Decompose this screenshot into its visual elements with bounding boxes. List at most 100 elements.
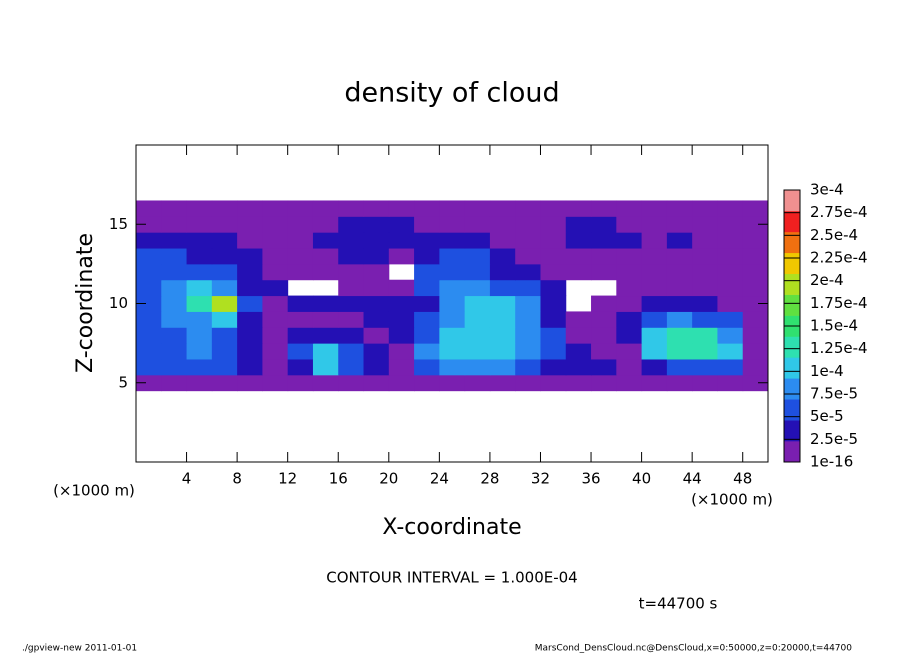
cell xyxy=(692,200,718,217)
cell xyxy=(565,200,592,217)
x-tick-label: 32 xyxy=(531,470,550,488)
x-tick-label: 48 xyxy=(733,470,752,488)
cell xyxy=(161,232,188,249)
cell xyxy=(338,343,365,360)
cell xyxy=(414,295,440,312)
cell xyxy=(161,295,188,312)
cell xyxy=(464,343,491,360)
cell xyxy=(464,263,491,281)
cell xyxy=(186,343,213,360)
cell xyxy=(717,248,744,265)
cell xyxy=(666,232,693,249)
cell xyxy=(338,216,365,233)
cell xyxy=(338,311,365,328)
cell xyxy=(540,232,567,249)
cell xyxy=(565,263,592,281)
cell xyxy=(717,216,744,233)
cell xyxy=(641,374,668,392)
cell xyxy=(186,311,213,328)
cell xyxy=(742,358,769,376)
x-tick-label: 16 xyxy=(329,470,348,488)
cell xyxy=(312,358,339,376)
cell xyxy=(136,279,162,297)
cell xyxy=(540,327,567,344)
cell xyxy=(515,311,541,328)
colorbar-label: 3e-4 xyxy=(810,181,844,199)
cell xyxy=(262,343,289,360)
cell xyxy=(414,200,440,217)
cell xyxy=(262,216,289,233)
cell xyxy=(692,358,718,376)
cell xyxy=(515,279,541,297)
cell xyxy=(363,374,390,392)
cell xyxy=(591,327,617,344)
cell xyxy=(717,200,744,217)
cell xyxy=(717,358,744,376)
cell xyxy=(565,232,592,249)
x-tick-label: 40 xyxy=(632,470,651,488)
cell xyxy=(211,248,238,265)
cell xyxy=(540,295,567,312)
cell xyxy=(363,232,390,249)
cell xyxy=(717,279,744,297)
cell xyxy=(540,216,567,233)
cell xyxy=(464,295,491,312)
cell xyxy=(136,200,162,217)
cell xyxy=(338,263,365,281)
cell xyxy=(262,374,289,392)
cell xyxy=(211,343,238,360)
cell xyxy=(692,232,718,249)
cell xyxy=(540,311,567,328)
cell xyxy=(186,232,213,249)
cell xyxy=(591,263,617,281)
cell xyxy=(616,216,643,233)
cell xyxy=(262,232,289,249)
cell xyxy=(565,216,592,233)
y-unit-label: (×1000 m) xyxy=(53,482,135,500)
cell xyxy=(237,263,263,281)
cell xyxy=(312,295,339,312)
cell xyxy=(414,327,440,344)
cell xyxy=(363,311,390,328)
colorbar-label: 1e-16 xyxy=(810,453,853,471)
cell xyxy=(161,343,188,360)
cell xyxy=(742,311,769,328)
cell xyxy=(616,358,643,376)
cell xyxy=(464,279,491,297)
cell xyxy=(515,200,541,217)
cell xyxy=(363,200,390,217)
cell xyxy=(540,279,567,297)
cell xyxy=(591,343,617,360)
cell xyxy=(363,343,390,360)
cell xyxy=(312,311,339,328)
cell xyxy=(616,374,643,392)
cell xyxy=(641,279,668,297)
cell xyxy=(363,216,390,233)
cell xyxy=(287,263,314,281)
x-unit-label: (×1000 m) xyxy=(691,491,773,509)
cell xyxy=(515,327,541,344)
cell xyxy=(666,248,693,265)
cell xyxy=(414,216,440,233)
cell xyxy=(237,279,263,297)
cell xyxy=(489,263,516,281)
colorbar-label: 2.5e-4 xyxy=(810,226,858,244)
cell xyxy=(136,311,162,328)
cell xyxy=(565,327,592,344)
cell xyxy=(388,279,415,297)
colorbar-label: 7.5e-5 xyxy=(810,385,858,403)
colorbar-swatch xyxy=(784,441,800,463)
cell xyxy=(287,200,314,217)
cell xyxy=(161,327,188,344)
cell xyxy=(186,327,213,344)
cell xyxy=(692,248,718,265)
cell xyxy=(287,311,314,328)
cell xyxy=(237,358,263,376)
cell xyxy=(591,232,617,249)
cell xyxy=(616,263,643,281)
cell xyxy=(287,358,314,376)
cell xyxy=(161,358,188,376)
cell xyxy=(692,216,718,233)
cell xyxy=(641,358,668,376)
